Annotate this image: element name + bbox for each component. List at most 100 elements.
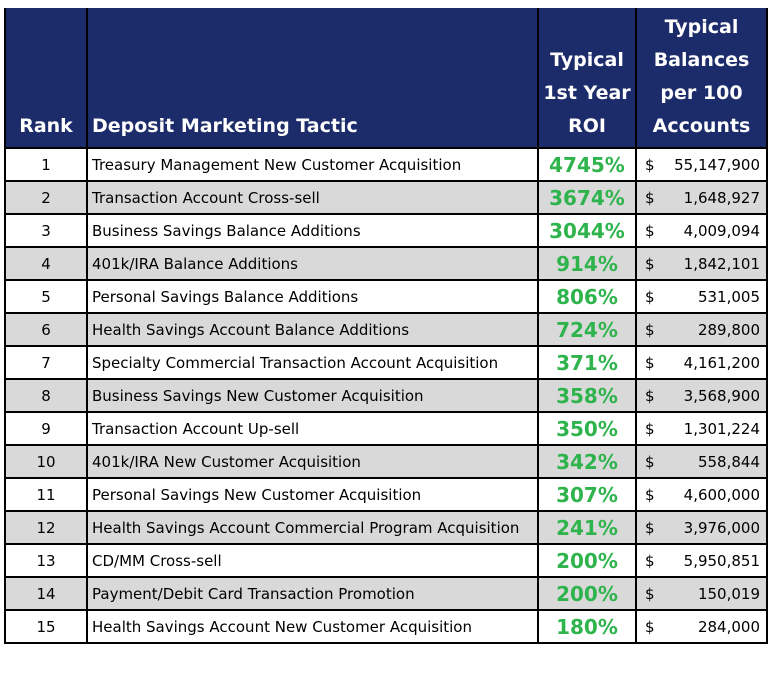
roi-cell: 200% — [537, 543, 637, 578]
balance-value: 150,019 — [697, 584, 760, 603]
rank-cell: 9 — [4, 411, 88, 446]
rank-cell: 3 — [4, 213, 88, 248]
currency-symbol: $ — [645, 485, 655, 504]
tactic-cell: Transaction Account Up-sell — [86, 411, 539, 446]
roi-cell: 200% — [537, 576, 637, 611]
currency-symbol: $ — [645, 254, 655, 273]
balances-header: Typical Balances per 100 Accounts — [635, 8, 768, 148]
table-row: 10 401k/IRA New Customer Acquisition 342% $… — [4, 444, 768, 479]
balance-value: 289,800 — [697, 320, 760, 339]
balance-cell: $3,568,900 — [635, 378, 768, 413]
balance-value: 558,844 — [697, 452, 760, 471]
rank-cell: 8 — [4, 378, 88, 413]
currency-symbol: $ — [645, 584, 655, 603]
currency-symbol: $ — [645, 287, 655, 306]
tactic-cell: Payment/Debit Card Transaction Promotion — [86, 576, 539, 611]
header-line: Accounts — [652, 115, 751, 137]
roi-cell: 342% — [537, 444, 637, 479]
roi-header: Typical 1st Year ROI — [537, 8, 637, 148]
table-row: 14 Payment/Debit Card Transaction Promoti… — [4, 576, 768, 611]
balance-cell: $3,976,000 — [635, 510, 768, 545]
rank-cell: 11 — [4, 477, 88, 512]
tactic-cell: 401k/IRA New Customer Acquisition — [86, 444, 539, 479]
tactic-cell: Business Savings Balance Additions — [86, 213, 539, 248]
tactic-header: Deposit Marketing Tactic — [86, 8, 539, 148]
balance-value: 1,842,101 — [683, 254, 760, 273]
roi-cell: 3044% — [537, 213, 637, 248]
table-row: 1 Treasury Management New Customer Acquis… — [4, 147, 768, 182]
rank-header: Rank — [4, 8, 88, 148]
roi-cell: 724% — [537, 312, 637, 347]
roi-table: Rank Deposit Marketing Tactic Typical 1st… — [4, 8, 768, 644]
currency-symbol: $ — [645, 419, 655, 438]
table-row: 7 Specialty Commercial Transaction Accoun… — [4, 345, 768, 380]
balance-cell: $4,161,200 — [635, 345, 768, 380]
table-header: Rank Deposit Marketing Tactic Typical 1st… — [4, 8, 768, 148]
header-line: ROI — [568, 115, 606, 137]
balance-value: 284,000 — [697, 617, 760, 636]
table-row: 13 CD/MM Cross-sell 200% $5,950,851 — [4, 543, 768, 578]
rank-cell: 5 — [4, 279, 88, 314]
table-row: 11 Personal Savings New Customer Acquisit… — [4, 477, 768, 512]
tactic-cell: Health Savings Account Balance Additions — [86, 312, 539, 347]
rank-cell: 6 — [4, 312, 88, 347]
header-line: per 100 — [660, 82, 743, 104]
tactic-cell: CD/MM Cross-sell — [86, 543, 539, 578]
roi-cell: 806% — [537, 279, 637, 314]
tactic-cell: Specialty Commercial Transaction Account… — [86, 345, 539, 380]
balance-value: 55,147,900 — [674, 155, 760, 174]
currency-symbol: $ — [645, 353, 655, 372]
rank-cell: 10 — [4, 444, 88, 479]
roi-cell: 180% — [537, 609, 637, 644]
tactic-cell: Transaction Account Cross-sell — [86, 180, 539, 215]
table-row: 9 Transaction Account Up-sell 350% $1,301,2… — [4, 411, 768, 446]
table-row: 2 Transaction Account Cross-sell 3674% $1,6… — [4, 180, 768, 215]
table-row: 6 Health Savings Account Balance Addition… — [4, 312, 768, 347]
balance-value: 4,161,200 — [683, 353, 760, 372]
roi-cell: 914% — [537, 246, 637, 281]
currency-symbol: $ — [645, 221, 655, 240]
balance-cell: $150,019 — [635, 576, 768, 611]
balance-cell: $289,800 — [635, 312, 768, 347]
rank-cell: 7 — [4, 345, 88, 380]
header-line: Balances — [653, 49, 750, 71]
table-row: 5 Personal Savings Balance Additions 806% $… — [4, 279, 768, 314]
roi-cell: 358% — [537, 378, 637, 413]
balance-cell: $4,009,094 — [635, 213, 768, 248]
rank-cell: 4 — [4, 246, 88, 281]
header-line: Typical — [550, 49, 624, 71]
roi-cell: 350% — [537, 411, 637, 446]
currency-symbol: $ — [645, 386, 655, 405]
balance-value: 4,009,094 — [683, 221, 760, 240]
balance-value: 5,950,851 — [683, 551, 760, 570]
table-row: 15 Health Savings Account New Customer Ac… — [4, 609, 768, 644]
table-row: 8 Business Savings New Customer Acquisiti… — [4, 378, 768, 413]
balance-value: 3,976,000 — [683, 518, 760, 537]
balance-cell: $558,844 — [635, 444, 768, 479]
rank-cell: 13 — [4, 543, 88, 578]
rank-cell: 2 — [4, 180, 88, 215]
table-row: 4 401k/IRA Balance Additions 914% $1,842,10… — [4, 246, 768, 281]
currency-symbol: $ — [645, 518, 655, 537]
roi-cell: 3674% — [537, 180, 637, 215]
tactic-cell: 401k/IRA Balance Additions — [86, 246, 539, 281]
currency-symbol: $ — [645, 188, 655, 207]
balance-value: 1,648,927 — [683, 188, 760, 207]
header-line: Typical — [664, 16, 739, 38]
table-row: 3 Business Savings Balance Additions 3044%… — [4, 213, 768, 248]
balance-value: 531,005 — [697, 287, 760, 306]
currency-symbol: $ — [645, 452, 655, 471]
currency-symbol: $ — [645, 155, 655, 174]
rank-cell: 12 — [4, 510, 88, 545]
rank-cell: 15 — [4, 609, 88, 644]
balance-value: 3,568,900 — [683, 386, 760, 405]
currency-symbol: $ — [645, 617, 655, 636]
balance-cell: $284,000 — [635, 609, 768, 644]
tactic-cell: Business Savings New Customer Acquisitio… — [86, 378, 539, 413]
currency-symbol: $ — [645, 320, 655, 339]
balance-cell: $1,648,927 — [635, 180, 768, 215]
tactic-cell: Health Savings Account Commercial Progra… — [86, 510, 539, 545]
balance-cell: $55,147,900 — [635, 147, 768, 182]
roi-cell: 371% — [537, 345, 637, 380]
